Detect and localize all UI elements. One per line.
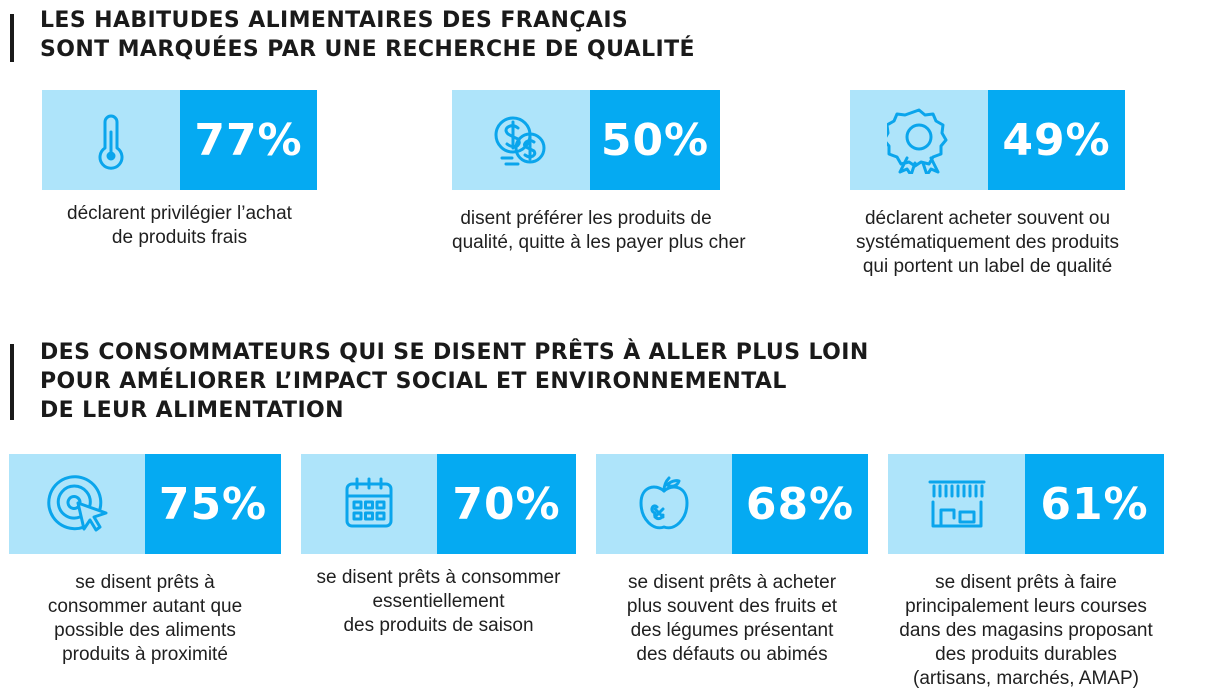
stat-box: 49%: [850, 90, 1125, 190]
title-line: POUR AMÉLIORER L’IMPACT SOCIAL ET ENVIRO…: [40, 369, 787, 394]
shop-icon: [928, 480, 985, 528]
stat-value: 50%: [590, 90, 720, 190]
desc-line: systématiquement des produits: [856, 232, 1119, 253]
desc-line: disent préférer les produits de: [460, 208, 712, 229]
desc-line: se disent prêts à: [75, 572, 215, 593]
stat-card-local-food: 75% se disent prêts à consommer autant q…: [9, 454, 281, 679]
stat-description: déclarent privilégier l’achat de produit…: [42, 202, 317, 250]
icon-panel: [9, 454, 145, 554]
stat-value: 70%: [437, 454, 576, 554]
desc-line: produits à proximité: [62, 644, 228, 665]
icon-panel: [452, 90, 590, 190]
desc-line: essentiellement: [372, 591, 505, 612]
stat-box: 70%: [301, 454, 576, 554]
desc-line: (artisans, marchés, AMAP): [913, 668, 1139, 689]
target-cursor-icon: [47, 475, 108, 532]
title-line: DES CONSOMMATEURS QUI SE DISENT PRÊTS À …: [40, 340, 869, 365]
stat-card-quality-label: 49% déclarent acheter souvent ou systéma…: [850, 90, 1125, 280]
stat-card-fresh-products: 77% déclarent privilégier l’achat de pro…: [42, 90, 317, 250]
icon-panel: [596, 454, 732, 554]
icon-panel: [888, 454, 1025, 554]
desc-line: de produits frais: [111, 227, 248, 248]
title-line: SONT MARQUÉES PAR UNE RECHERCHE DE QUALI…: [40, 37, 695, 62]
icon-panel: [301, 454, 437, 554]
desc-line: se disent prêts à consommer: [316, 567, 561, 588]
desc-line: se disent prêts à acheter: [627, 572, 837, 593]
desc-line: possible des aliments: [54, 620, 236, 641]
stat-box: 50%: [452, 90, 720, 190]
calendar-icon: [345, 477, 393, 528]
coins-icon: [494, 116, 546, 166]
desc-line: déclarent privilégier l’achat: [67, 203, 292, 224]
desc-line: des défauts ou abimés: [636, 644, 828, 665]
section-2-bar: [10, 344, 14, 420]
damaged-apple-icon: [639, 476, 689, 530]
stat-value: 77%: [180, 90, 317, 190]
desc-line: consommer autant que: [47, 596, 243, 617]
thermometer-icon: [98, 114, 124, 170]
stat-value: 61%: [1025, 454, 1164, 554]
title-line: LES HABITUDES ALIMENTAIRES DES FRANÇAIS: [40, 8, 629, 33]
icon-panel: [850, 90, 988, 190]
desc-line: se disent prêts à faire: [935, 572, 1117, 593]
stat-description: se disent prêts à acheter plus souvent d…: [596, 571, 868, 667]
desc-line: déclarent acheter souvent ou: [864, 208, 1111, 229]
section-1-title: LES HABITUDES ALIMENTAIRES DES FRANÇAIS …: [40, 6, 695, 64]
stat-description: se disent prêts à faire principalement l…: [888, 571, 1164, 691]
stat-box: 75%: [9, 454, 281, 554]
stat-description: disent préférer les produits de qualité,…: [452, 207, 746, 255]
icon-panel: [42, 90, 180, 190]
desc-line: des légumes présentant: [630, 620, 834, 641]
title-line: DE LEUR ALIMENTATION: [40, 398, 344, 423]
desc-line: plus souvent des fruits et: [626, 596, 838, 617]
stat-description: se disent prêts à consommer essentiellem…: [301, 566, 576, 638]
stat-box: 68%: [596, 454, 868, 554]
desc-line: principalement leurs courses: [905, 596, 1147, 617]
stat-card-imperfect-produce: 68% se disent prêts à acheter plus souve…: [596, 454, 868, 679]
stat-card-quality-products: 50% disent préférer les produits de qual…: [452, 90, 746, 253]
desc-line: qui portent un label de qualité: [862, 256, 1113, 277]
stat-description: se disent prêts à consommer autant que p…: [9, 571, 281, 667]
stat-description: déclarent acheter souvent ou systématiqu…: [850, 207, 1125, 279]
stat-card-seasonal-products: 70% se disent prêts à consommer essentie…: [301, 454, 576, 654]
stat-box: 61%: [888, 454, 1164, 554]
stat-card-sustainable-shops: 61% se disent prêts à faire principaleme…: [888, 454, 1164, 694]
desc-line: des produits durables: [935, 644, 1117, 665]
stat-box: 77%: [42, 90, 317, 190]
stat-value: 68%: [732, 454, 868, 554]
stat-value: 49%: [988, 90, 1125, 190]
section-1-bar: [10, 14, 14, 62]
badge-icon: [887, 108, 948, 174]
stat-value: 75%: [145, 454, 281, 554]
desc-line: des produits de saison: [343, 615, 534, 636]
section-2-title: DES CONSOMMATEURS QUI SE DISENT PRÊTS À …: [40, 338, 869, 425]
desc-line: dans des magasins proposant: [899, 620, 1153, 641]
desc-line: qualité, quitte à les payer plus cher: [452, 232, 746, 253]
